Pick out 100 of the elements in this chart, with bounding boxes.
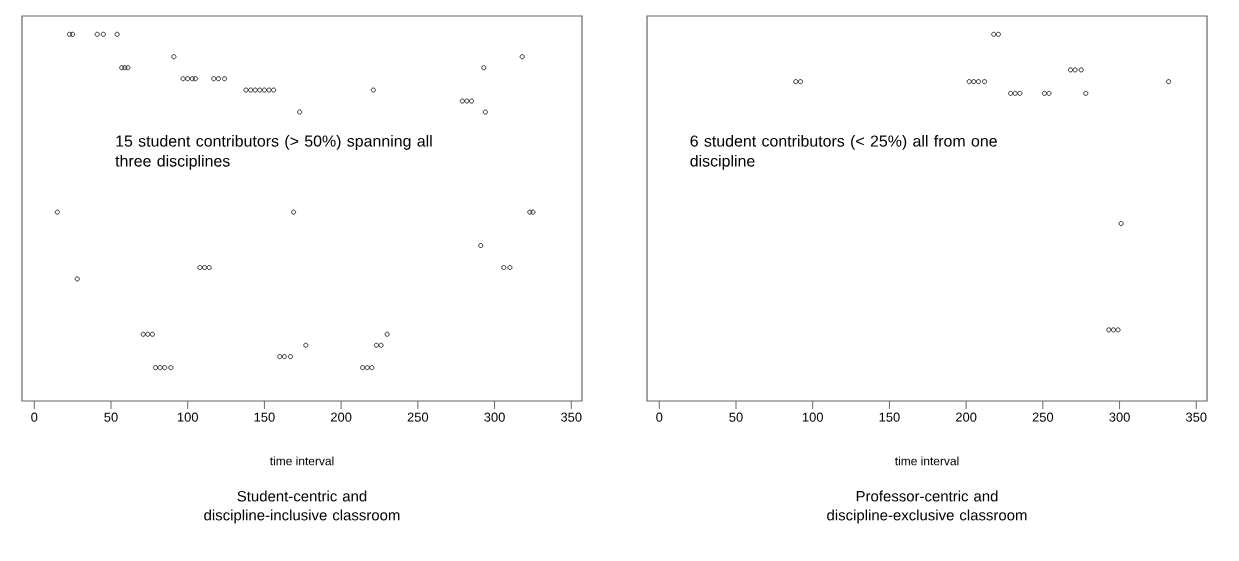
point <box>527 209 533 215</box>
point <box>152 365 158 371</box>
point <box>192 76 198 82</box>
point <box>211 76 217 82</box>
x-tick-label: 0 <box>656 412 663 422</box>
annotation: 15 student contributors (> 50%) spanning all three disciplines <box>115 135 432 170</box>
x-tick-label: 250 <box>407 412 429 422</box>
point <box>171 54 177 60</box>
point <box>206 265 212 271</box>
x-tick-label: 150 <box>254 412 275 422</box>
point <box>277 354 283 360</box>
x-tick-label: 50 <box>104 412 118 422</box>
point <box>370 87 376 93</box>
point <box>793 79 799 85</box>
point <box>1072 67 1078 73</box>
point <box>281 354 287 360</box>
point <box>464 98 470 104</box>
point <box>530 209 536 215</box>
point <box>215 76 221 82</box>
point <box>1041 90 1047 96</box>
point <box>168 365 174 371</box>
point <box>185 76 191 82</box>
point <box>257 87 263 93</box>
point <box>261 87 267 93</box>
point <box>519 54 525 60</box>
point <box>975 79 981 85</box>
x-tick-label: 350 <box>560 412 582 422</box>
x-axis-title: time interval <box>269 456 334 466</box>
point <box>1110 327 1116 333</box>
point <box>384 331 390 337</box>
point <box>1166 79 1172 85</box>
point <box>1008 90 1014 96</box>
point <box>222 76 228 82</box>
point <box>100 31 106 37</box>
point <box>469 98 475 104</box>
point <box>1078 67 1084 73</box>
point <box>248 87 254 93</box>
x-tick-label: 150 <box>879 412 900 422</box>
point <box>288 354 293 360</box>
x-tick-label: 200 <box>955 412 977 422</box>
point <box>482 109 488 115</box>
point <box>303 342 309 348</box>
point <box>982 79 988 85</box>
point <box>966 79 972 85</box>
point <box>197 265 203 271</box>
point <box>797 79 803 85</box>
point <box>74 276 80 282</box>
point <box>266 87 272 93</box>
point <box>252 87 258 93</box>
x-tick-label: 350 <box>1185 412 1207 422</box>
annotation: 6 student contributors (< 25%) all from one discipline <box>690 135 997 170</box>
point <box>149 331 155 337</box>
point <box>378 342 384 348</box>
text: Professor-centric and discipline-exclusive classroom <box>827 490 1027 524</box>
point <box>1012 90 1018 96</box>
point <box>507 265 513 271</box>
point <box>995 31 1001 37</box>
point <box>145 331 151 337</box>
point <box>478 243 484 249</box>
point <box>1067 67 1073 73</box>
point <box>70 31 76 37</box>
x-tick-label: 300 <box>1109 412 1130 422</box>
point <box>202 265 208 271</box>
point <box>119 65 125 71</box>
x-tick-label: 50 <box>729 412 743 422</box>
x-tick-label: 200 <box>330 412 352 422</box>
point <box>364 365 370 371</box>
point <box>243 87 249 93</box>
point <box>125 65 131 71</box>
point <box>481 65 487 71</box>
point <box>360 365 366 371</box>
point <box>1115 327 1121 333</box>
point <box>189 76 195 82</box>
point <box>373 342 379 348</box>
point <box>1046 90 1052 96</box>
point <box>140 331 146 337</box>
point <box>291 209 297 215</box>
point <box>501 265 507 271</box>
x-tick-label: 100 <box>802 412 824 422</box>
x-tick-label: 300 <box>484 412 505 422</box>
x-axis-title: time interval <box>894 456 959 466</box>
point <box>114 31 120 37</box>
x-tick-label: 0 <box>31 412 38 422</box>
point <box>1083 90 1089 96</box>
point <box>157 365 163 371</box>
point <box>54 209 60 215</box>
point <box>369 365 375 371</box>
point <box>297 109 303 115</box>
point <box>67 31 73 37</box>
point <box>1118 221 1124 227</box>
point <box>94 31 100 37</box>
x-tick-label: 100 <box>177 412 198 422</box>
point <box>271 87 277 93</box>
text: Student-centric and discipline-inclusive classroom <box>204 490 400 524</box>
point <box>459 98 465 104</box>
x-tick-label: 250 <box>1032 412 1054 422</box>
point <box>991 31 997 37</box>
point <box>180 76 186 82</box>
point <box>1017 90 1023 96</box>
point <box>162 365 168 371</box>
